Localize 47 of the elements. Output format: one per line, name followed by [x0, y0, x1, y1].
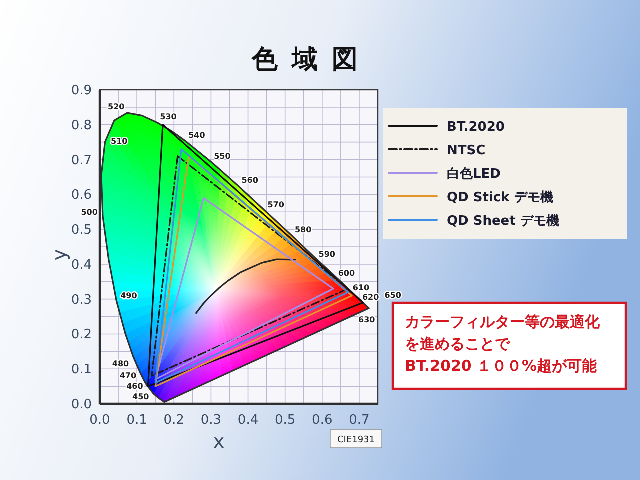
x-axis-title: x: [213, 431, 225, 453]
legend-label: QD Stick デモ機: [447, 190, 554, 206]
legend-label: 白色LED: [447, 167, 502, 182]
text: カラーフィルター等の最適化を進めることでBT.2020 １００%超が可能: [405, 313, 601, 375]
annotation: 570: [268, 200, 285, 210]
x-tick-label: 0.2: [164, 413, 184, 428]
annotation: 630: [358, 315, 376, 324]
annotation: 600: [338, 269, 356, 278]
y-tick-label: 0.9: [71, 84, 92, 98]
annotation: 610: [352, 283, 370, 292]
legend-label: NTSC: [447, 144, 486, 158]
y-tick-label: 0.3: [71, 292, 92, 308]
annotation: 500: [81, 208, 98, 218]
y-tick-label: 0.4: [71, 258, 92, 273]
y-tick-label: 0.7: [71, 153, 92, 168]
annotation: 530: [160, 112, 178, 122]
annotation: 560: [242, 176, 259, 186]
annotation: 540: [188, 130, 206, 140]
annotation: 550: [214, 152, 232, 161]
y-tick-label: 0.6: [71, 188, 92, 204]
x-tick-label: 0.5: [274, 413, 296, 428]
x-tick-label: 0.3: [200, 413, 222, 428]
annotation: 510: [111, 137, 128, 146]
x-tick-label: 0.7: [349, 413, 370, 428]
x-tick-label: 0.1: [126, 413, 148, 428]
annotation: 520: [108, 102, 126, 112]
annotation: 480: [112, 359, 130, 368]
y-tick-label: 0.2: [71, 328, 92, 343]
annotation: 490: [120, 292, 138, 301]
y-tick-label: 0.8: [71, 118, 92, 134]
annotation: 580: [294, 226, 312, 235]
x-tick-label: 0.6: [312, 413, 333, 428]
annotation: 450: [132, 392, 150, 402]
annotation: 470: [120, 371, 137, 380]
y-tick-label: 0.5: [71, 223, 92, 238]
y-axis-title: y: [49, 249, 71, 261]
y-tick-label: 0.1: [71, 362, 92, 378]
legend-label: BT.2020: [447, 120, 505, 135]
annotation: 590: [318, 250, 336, 260]
annotation: 460: [126, 382, 144, 392]
text: CIE1931: [337, 436, 375, 446]
legend-label: QD Sheet デモ機: [447, 214, 560, 229]
annotation: 650: [384, 290, 402, 300]
chart-title: 色域図: [251, 45, 372, 75]
y-tick-label: 0.0: [71, 398, 92, 412]
x-tick-label: 0.0: [90, 413, 110, 428]
x-tick-label: 0.4: [238, 413, 259, 428]
